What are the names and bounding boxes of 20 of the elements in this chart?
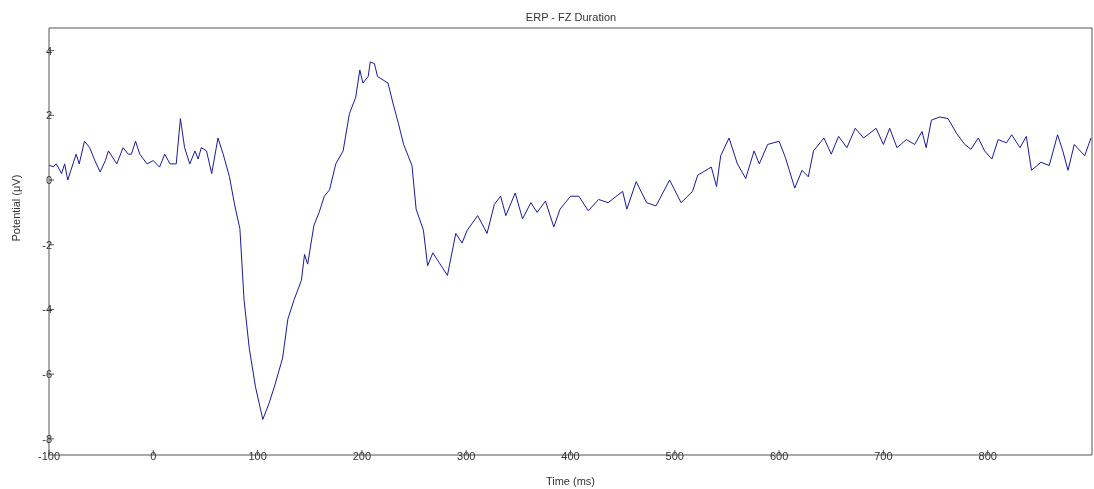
y-tick-label: -2 (42, 238, 52, 251)
x-tick-label: 500 (665, 449, 684, 462)
x-tick-label: 400 (561, 449, 580, 462)
x-tick-label: 300 (457, 449, 476, 462)
x-tick-label: -100 (37, 449, 61, 462)
y-tick-label: -6 (42, 368, 52, 381)
y-tick-label: -4 (42, 303, 52, 316)
x-axis-title: Time (ms) (545, 475, 596, 487)
y-tick-label: -8 (42, 432, 52, 445)
y-tick-label: 2 (45, 109, 52, 122)
x-tick-label: 700 (874, 449, 893, 462)
y-tick-label: 4 (45, 44, 52, 57)
x-tick-label: 200 (352, 449, 372, 462)
x-tick-label: 600 (769, 449, 789, 462)
x-tick-label: 100 (248, 449, 267, 462)
chart-title: ERP - FZ Duration (525, 11, 617, 23)
y-axis-title: Potential (μV) (9, 174, 22, 242)
y-tick-label: 0 (45, 173, 52, 186)
x-tick-label: 0 (150, 449, 157, 462)
x-tick-label: 800 (978, 449, 997, 462)
